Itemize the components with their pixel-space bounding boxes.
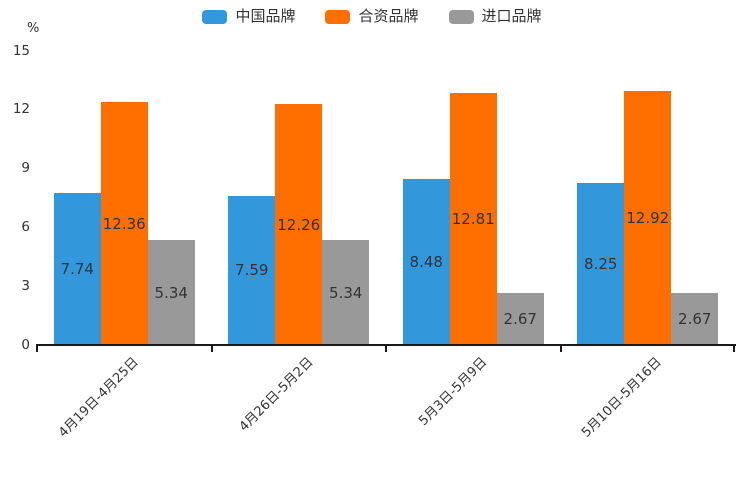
- bar-value-label: 12.26: [277, 215, 321, 234]
- bar-value-label: 2.67: [678, 309, 712, 328]
- bar-中国品牌-group-4: 8.25: [577, 183, 625, 345]
- bar-value-label: 8.25: [584, 255, 618, 273]
- x-tick-mark: [733, 346, 735, 352]
- legend: 中国品牌 合资品牌 进口品牌: [0, 9, 744, 24]
- bar-value-label: 5.34: [154, 283, 188, 302]
- y-axis-unit-label: %: [27, 21, 40, 36]
- bar-中国品牌-group-3: 8.48: [402, 178, 450, 345]
- bar-value-label: 7.59: [235, 261, 269, 280]
- bar-进口品牌-group-4: 2.67: [671, 292, 719, 345]
- legend-swatch-icon: [325, 9, 351, 24]
- legend-label: 中国品牌: [235, 7, 296, 25]
- x-category-label: 5月10日-5月16日: [579, 354, 666, 441]
- bar-合资品牌-group-2: 12.26: [275, 104, 323, 345]
- y-tick-label: 9: [21, 160, 30, 177]
- legend-swatch-icon: [448, 9, 474, 24]
- bar-value-label: 12.81: [451, 210, 495, 229]
- legend-item-series-1[interactable]: 中国品牌: [202, 9, 295, 24]
- y-tick-label: 0: [21, 337, 30, 353]
- bar-合资品牌-group-1: 12.36: [100, 102, 148, 345]
- x-category-label: 5月3日-5月9日: [416, 354, 491, 429]
- x-axis-line: [36, 344, 736, 346]
- bar-中国品牌-group-2: 7.59: [228, 195, 276, 345]
- bar-进口品牌-group-2: 5.34: [322, 240, 370, 345]
- legend-item-series-3[interactable]: 进口品牌: [448, 7, 542, 25]
- bar-进口品牌-group-1: 5.34: [147, 240, 195, 345]
- bar-进口品牌-group-3: 2.67: [496, 292, 544, 345]
- bar-value-label: 8.48: [409, 252, 443, 271]
- bar-value-label: 12.92: [626, 209, 670, 228]
- bar-value-label: 12.36: [102, 214, 146, 233]
- x-category-label: 4月19日-4月25日: [55, 354, 142, 441]
- y-tick-label: 6: [21, 219, 30, 236]
- x-tick-mark: [559, 346, 562, 352]
- x-tick-mark: [385, 346, 387, 352]
- y-tick-label: 15: [12, 42, 30, 59]
- x-tick-mark: [210, 346, 213, 352]
- x-tick-mark: [36, 346, 38, 352]
- x-category-label: 4月26日-5月2日: [236, 354, 317, 435]
- bar-value-label: 2.67: [503, 309, 537, 328]
- bar-value-label: 7.74: [60, 260, 94, 278]
- y-tick-label: 3: [21, 278, 30, 295]
- legend-label: 进口品牌: [481, 7, 542, 25]
- legend-item-series-2[interactable]: 合资品牌: [325, 7, 419, 25]
- bar-中国品牌-group-1: 7.74: [53, 193, 101, 345]
- bar-合资品牌-group-3: 12.81: [449, 93, 497, 345]
- legend-swatch-icon: [202, 9, 228, 24]
- y-tick-label: 12: [12, 101, 30, 118]
- legend-label: 合资品牌: [358, 7, 419, 25]
- bar-value-label: 5.34: [329, 283, 363, 302]
- bar-合资品牌-group-4: 12.92: [624, 91, 672, 345]
